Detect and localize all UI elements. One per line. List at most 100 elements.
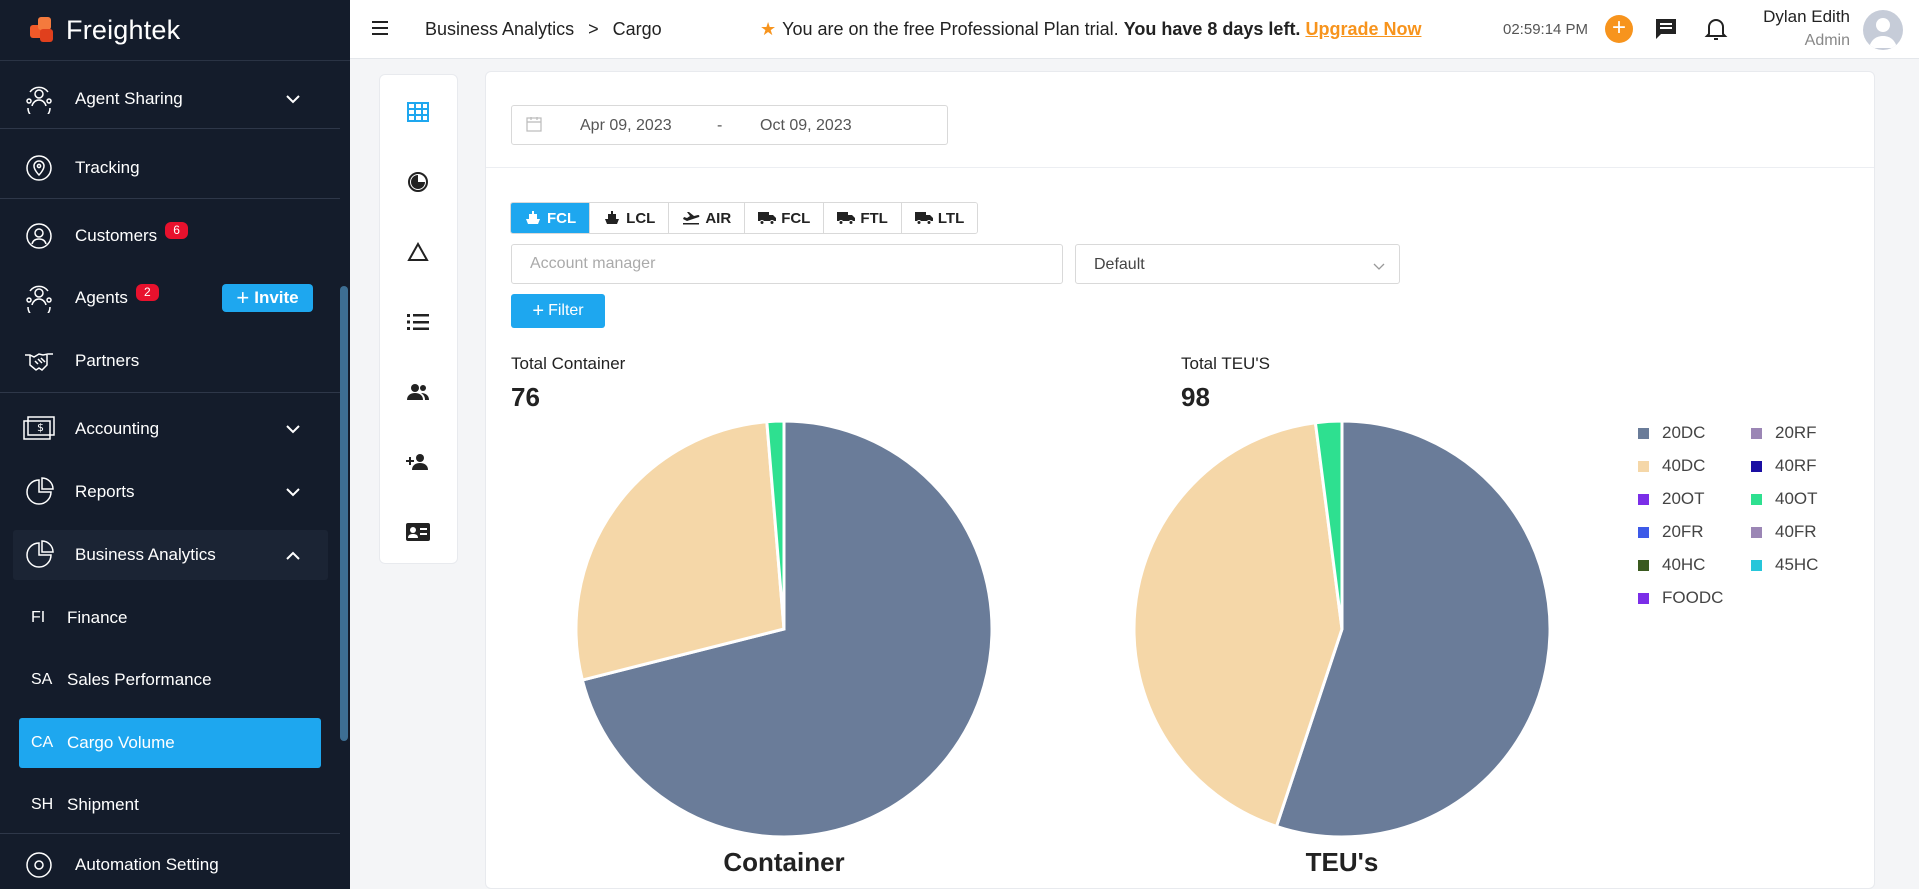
legend-label: 40RF: [1775, 456, 1817, 475]
date-from[interactable]: Apr 09, 2023: [580, 117, 672, 134]
pie-slice-40dc[interactable]: [574, 420, 786, 682]
location-pin-icon: [23, 152, 55, 184]
pie-slice-40ot[interactable]: [765, 419, 786, 630]
tab-fcl-truck[interactable]: FCL: [745, 203, 825, 233]
triangle-view-icon[interactable]: [404, 238, 432, 266]
legend-item-20ot[interactable]: 20OT: [1638, 489, 1705, 509]
business-analytics-group: [13, 530, 328, 580]
contact-card-view-icon[interactable]: [404, 518, 432, 546]
filter-button[interactable]: + Filter: [511, 294, 605, 328]
sidebar-item-automation-setting[interactable]: Automation Setting: [0, 843, 340, 887]
container-pie-chart: [574, 419, 994, 839]
user-role: Admin: [1804, 32, 1850, 49]
svg-text:$: $: [37, 421, 44, 434]
list-view-icon[interactable]: [404, 308, 432, 336]
legend-item-foodc[interactable]: FOODC: [1638, 588, 1723, 608]
legend-item-45hc[interactable]: 45HC: [1751, 555, 1818, 575]
trial-banner: ★ You are on the free Professional Plan t…: [760, 19, 1422, 39]
tab-lcl-sea[interactable]: LCL: [590, 203, 670, 233]
pie-slice-20dc[interactable]: [1274, 419, 1552, 839]
add-user-view-icon[interactable]: [404, 448, 432, 476]
pie-slice-20dc[interactable]: [580, 419, 994, 839]
legend-item-40hc[interactable]: 40HC: [1638, 555, 1705, 575]
user-name[interactable]: Dylan Edith: [1763, 7, 1850, 26]
legend-swatch: [1751, 493, 1762, 505]
add-button[interactable]: +: [1605, 15, 1633, 43]
legend-swatch: [1638, 559, 1649, 571]
legend-item-20fr[interactable]: 20FR: [1638, 522, 1704, 542]
brand[interactable]: Freightek: [0, 0, 350, 61]
bell-icon[interactable]: [1704, 16, 1730, 42]
legend-label: 40FR: [1775, 522, 1817, 541]
users-view-icon[interactable]: [404, 378, 432, 406]
pie-slice-40ot[interactable]: [1313, 419, 1344, 630]
sidebar-item-label: Reports: [75, 482, 135, 501]
sidebar-item-label: Tracking: [75, 158, 140, 177]
top-header: Business Analytics > Cargo ★ You are on the…: [350, 0, 1919, 59]
legend-item-40rf[interactable]: 40RF: [1751, 456, 1817, 476]
sidebar-item-label: Automation Setting: [75, 855, 219, 874]
sidebar-item-customers[interactable]: Customers 6: [0, 214, 340, 258]
legend-label: 40HC: [1662, 555, 1706, 574]
sidebar-scrollbar[interactable]: [340, 286, 348, 741]
plane-icon: [683, 212, 700, 225]
customers-icon: [23, 220, 55, 252]
legend-label: 40DC: [1662, 456, 1706, 475]
legend-item-20dc[interactable]: 20DC: [1638, 423, 1705, 443]
upgrade-now-link[interactable]: Upgrade Now: [1305, 19, 1422, 39]
date-range-picker[interactable]: Apr 09, 2023 - Oct 09, 2023: [511, 105, 948, 145]
tab-fcl-sea[interactable]: FCL: [511, 203, 591, 233]
sidebar-subitem-finance[interactable]: FI Finance: [31, 608, 128, 627]
legend-item-40ot[interactable]: 40OT: [1751, 489, 1818, 509]
plus-icon: +: [236, 285, 250, 310]
chevron-down-icon: [286, 89, 300, 109]
main-card: Apr 09, 2023 - Oct 09, 2023 FCL LCL AIR …: [485, 71, 1875, 889]
legend-label: 45HC: [1775, 555, 1819, 574]
chevron-down-icon: [286, 482, 300, 502]
hamburger-menu-icon[interactable]: [372, 21, 388, 35]
ship-icon: [526, 211, 540, 224]
chevron-down-icon: [286, 419, 300, 439]
invite-agent-button[interactable]: + Invite: [222, 284, 313, 312]
pie-view-icon[interactable]: [404, 168, 432, 196]
agent-sharing-icon: [23, 83, 55, 115]
sidebar-item-agents[interactable]: Agents 2: [0, 276, 340, 320]
sidebar-subitem-sales-performance[interactable]: SA Sales Performance: [31, 670, 212, 689]
handshake-icon: [23, 345, 55, 377]
table-view-icon[interactable]: [404, 98, 432, 126]
legend-item-20rf[interactable]: 20RF: [1751, 423, 1817, 443]
chevron-up-icon: [286, 545, 300, 565]
sidebar-item-agent-sharing[interactable]: Agent Sharing: [0, 77, 340, 121]
legend-swatch: [1638, 493, 1649, 505]
account-manager-input[interactable]: [511, 244, 1063, 284]
legend-item-40dc[interactable]: 40DC: [1638, 456, 1705, 476]
pie-slice-40dc[interactable]: [1132, 421, 1344, 829]
sidebar-item-accounting[interactable]: $ Accounting: [0, 407, 340, 451]
breadcrumb: Business Analytics > Cargo: [425, 19, 662, 39]
sidebar-subitem-cargo-volume[interactable]: CA Cargo Volume: [19, 718, 321, 768]
legend-label: 20OT: [1662, 489, 1705, 508]
view-select[interactable]: Default: [1075, 244, 1400, 284]
sidebar-item-business-analytics[interactable]: Business Analytics: [0, 533, 340, 577]
chevron-down-icon: [1373, 258, 1385, 276]
chat-icon[interactable]: [1653, 16, 1679, 42]
sidebar-item-tracking[interactable]: Tracking: [0, 146, 340, 190]
view-toolbar: [379, 74, 458, 564]
total-teu-label: Total TEU'S: [1181, 354, 1270, 373]
total-container-value: 76: [511, 382, 540, 412]
avatar[interactable]: [1863, 10, 1903, 50]
teu-pie-chart: [1132, 419, 1552, 839]
sidebar-item-reports[interactable]: Reports: [0, 470, 340, 514]
breadcrumb-business-analytics[interactable]: Business Analytics: [425, 19, 575, 39]
tab-air[interactable]: AIR: [669, 203, 746, 233]
sidebar-item-label: Agents: [75, 288, 128, 307]
legend-item-40fr[interactable]: 40FR: [1751, 522, 1817, 542]
pie-chart-icon: [23, 476, 55, 508]
tab-ftl[interactable]: FTL: [824, 203, 902, 233]
tab-ltl[interactable]: LTL: [901, 203, 978, 233]
sidebar-subitem-shipment[interactable]: SH Shipment: [31, 795, 139, 814]
date-to[interactable]: Oct 09, 2023: [760, 117, 852, 134]
freightek-logo-icon: [28, 15, 62, 45]
ship-icon: [605, 211, 620, 224]
sidebar-item-partners[interactable]: Partners: [0, 339, 340, 383]
